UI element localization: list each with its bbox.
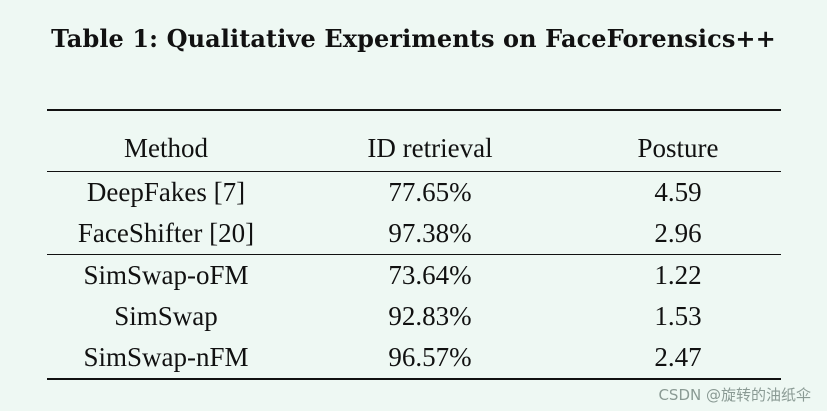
cell-posture: 4.59 bbox=[654, 177, 702, 207]
cell-id-retrieval: 77.65% bbox=[388, 177, 472, 207]
table-caption: Table 1: Qualitative Experiments on Face… bbox=[51, 24, 776, 53]
table-row: SimSwap-nFM 96.57% 2.47 bbox=[47, 337, 781, 379]
header-id-retrieval: ID retrieval bbox=[367, 133, 493, 163]
cell-method: SimSwap-nFM bbox=[83, 342, 249, 372]
table-row: SimSwap 92.83% 1.53 bbox=[47, 296, 781, 337]
cell-id-retrieval: 92.83% bbox=[388, 301, 472, 331]
cell-posture-best: 1.22 bbox=[654, 260, 702, 290]
cell-id-retrieval: 73.64% bbox=[388, 260, 472, 290]
cell-id-retrieval: 96.57% bbox=[388, 342, 472, 372]
cell-method: FaceShifter [20] bbox=[77, 218, 255, 248]
cell-method: SimSwap bbox=[114, 301, 218, 331]
watermark: CSDN @旋转的油纸伞 bbox=[658, 386, 811, 404]
cell-posture: 2.96 bbox=[654, 218, 702, 248]
header-posture: Posture bbox=[637, 133, 719, 163]
results-table: Method ID retrieval Posture DeepFakes [7… bbox=[47, 109, 781, 380]
header-method: Method bbox=[124, 133, 208, 163]
table-header-row: Method ID retrieval Posture bbox=[47, 110, 781, 172]
cell-method: SimSwap-oFM bbox=[83, 260, 249, 290]
table-row: DeepFakes [7] 77.65% 4.59 bbox=[47, 172, 781, 214]
cell-posture: 1.53 bbox=[654, 301, 702, 331]
cell-method: DeepFakes [7] bbox=[86, 177, 246, 207]
cell-posture: 2.47 bbox=[654, 342, 702, 372]
table-row: FaceShifter [20] 97.38% 2.96 bbox=[47, 213, 781, 255]
table-row: SimSwap-oFM 73.64% 1.22 bbox=[47, 255, 781, 297]
cell-id-retrieval-best: 97.38% bbox=[388, 218, 472, 248]
